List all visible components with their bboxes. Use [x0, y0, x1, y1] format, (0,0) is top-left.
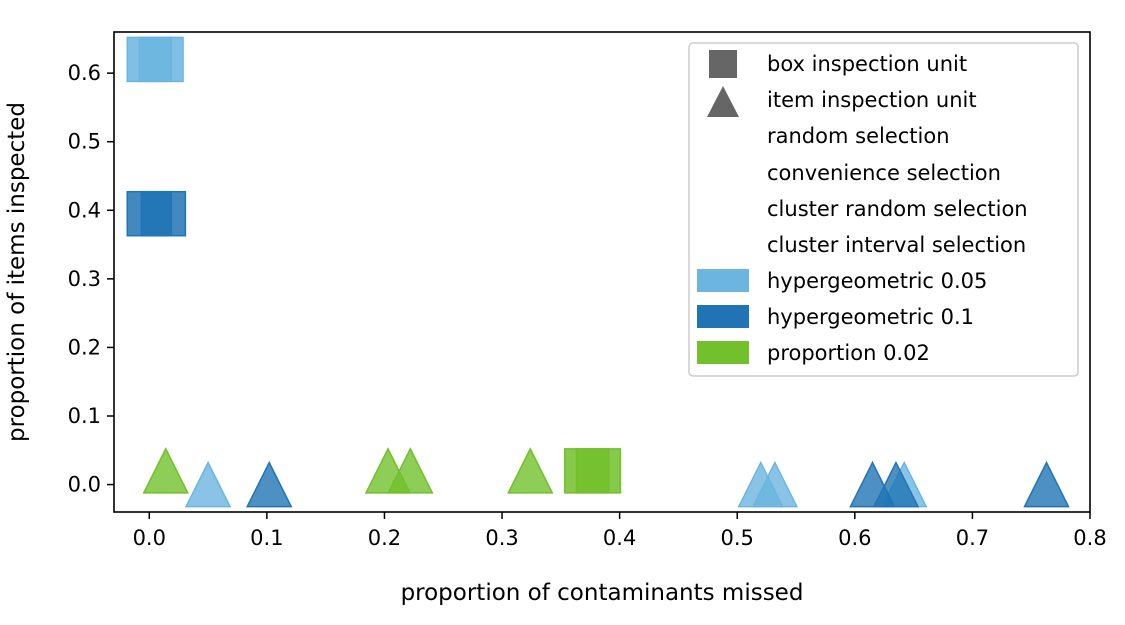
data-point-triangle — [184, 460, 232, 508]
legend: box inspection unit item inspection unit… — [688, 42, 1079, 377]
y-axis-label: proportion of items inspected — [4, 102, 30, 442]
legend-label-cluster-random: cluster random selection — [767, 197, 1028, 221]
y-tick-label: 0.6 — [68, 61, 101, 85]
x-tick-label: 0.5 — [721, 526, 754, 550]
data-point-triangle — [507, 447, 554, 494]
legend-frame — [688, 42, 1079, 377]
data-point-triangle — [872, 460, 920, 508]
data-point-triangle — [1023, 460, 1070, 508]
x-tick-label: 0.7 — [956, 526, 989, 550]
data-point-triangle — [142, 447, 189, 494]
x-tick-label: 0.4 — [603, 526, 636, 550]
y-tick-label: 0.3 — [68, 267, 101, 291]
legend-label-convenience-selection: convenience selection — [767, 161, 1001, 185]
y-axis-ticks: 0.0 0.1 0.2 0.3 0.4 0.5 0.6 — [68, 61, 114, 497]
legend-label-item-inspection-unit: item inspection unit — [767, 88, 977, 112]
legend-swatch-hypergeometric-01 — [697, 305, 749, 328]
x-axis-label: proportion of contaminants missed — [401, 580, 804, 606]
legend-label-proportion-002: proportion 0.02 — [767, 341, 930, 365]
legend-label-box-inspection-unit: box inspection unit — [767, 52, 967, 76]
x-axis-ticks: 0.0 0.1 0.2 0.3 0.4 0.5 0.6 0.7 0.8 — [133, 512, 1107, 550]
data-point-triangle — [387, 447, 434, 494]
data-point-triangle — [751, 460, 799, 508]
data-points — [126, 36, 1070, 508]
y-tick-label: 0.2 — [68, 335, 101, 359]
legend-swatch-hypergeometric-005 — [697, 269, 749, 292]
y-tick-label: 0.4 — [68, 198, 101, 222]
legend-swatch-proportion-002 — [697, 341, 749, 364]
y-tick-label: 0.0 — [68, 473, 101, 497]
y-tick-label: 0.5 — [68, 130, 101, 154]
x-tick-label: 0.6 — [838, 526, 871, 550]
legend-label-random-selection: random selection — [767, 124, 950, 148]
x-tick-label: 0.0 — [133, 526, 166, 550]
legend-label-cluster-interval: cluster interval selection — [767, 233, 1026, 257]
data-point-square — [575, 448, 622, 494]
legend-triangle-icon — [707, 86, 739, 117]
legend-label-hypergeometric-01: hypergeometric 0.1 — [767, 305, 974, 329]
x-tick-label: 0.1 — [250, 526, 283, 550]
plot-frame — [113, 31, 1091, 513]
y-tick-label: 0.1 — [68, 404, 101, 428]
x-tick-label: 0.8 — [1073, 526, 1106, 550]
x-tick-label: 0.3 — [485, 526, 518, 550]
data-point-square — [140, 190, 187, 237]
data-point-triangle — [246, 460, 293, 508]
legend-square-icon — [709, 50, 737, 78]
data-point-square — [138, 36, 184, 83]
x-tick-label: 0.2 — [368, 526, 401, 550]
legend-label-hypergeometric-005: hypergeometric 0.05 — [767, 269, 987, 293]
